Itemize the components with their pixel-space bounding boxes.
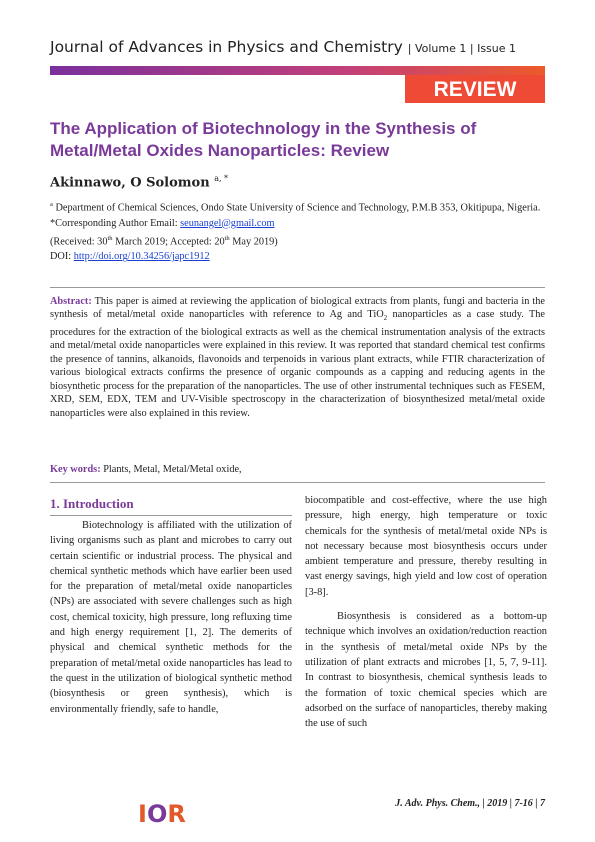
volume: Volume 1 [414,42,467,55]
sup: th [107,234,113,242]
author-marks: a, * [214,174,229,183]
logo-letter: R [167,800,186,828]
abstract-label: Abstract: [50,296,92,307]
affiliation-mark: a [50,201,53,208]
affiliation-block: a Department of Chemical Sciences, Ondo … [50,197,545,265]
journal-name: Journal of Advances in Physics and Chemi… [50,38,403,56]
subscript: 2 [383,314,388,323]
header-bar [50,66,545,75]
paragraph: Biosynthesis is considered as a bottom-u… [305,611,547,730]
left-column: Biotechnology is affiliated with the uti… [50,518,292,726]
keywords: Key words: Plants, Metal, Metal/Metal ox… [50,464,545,475]
author-name: Akinnawo, O Solomon [50,175,210,191]
article-title: The Application of Biotechnology in the … [50,119,477,160]
right-column: biocompatible and cost-effective, where … [305,493,547,740]
abstract: Abstract: This paper is aimed at reviewi… [50,295,545,420]
rule [50,482,545,483]
abstract-text: nanoparticles as a case study. The proce… [50,309,546,419]
text: May 2019) [229,236,278,248]
received-line: (Received: 30th March 2019; Accepted: 20… [50,231,545,250]
author: Akinnawo, O Solomon a, * [50,174,228,190]
email-label: *Corresponding Author Email: [50,217,178,229]
text: (Received: 30 [50,236,108,248]
email-line: *Corresponding Author Email: seunangel@g… [50,216,545,231]
abstract-text: This paper is aimed at reviewing the app… [50,296,546,321]
paragraph: biocompatible and cost-effective, where … [305,495,547,598]
affiliation: Department of Chemical Sciences, Ondo St… [55,202,541,214]
section-heading: 1. Introduction [50,496,292,516]
email-link[interactable]: seunangel@gmail.com [180,217,275,229]
footer-citation: J. Adv. Phys. Chem., | 2019 | 7-16 | 7 [395,798,545,809]
issue: Issue 1 [477,42,517,55]
sup: th [224,234,230,242]
text: March 2019; Accepted: 20 [112,236,225,248]
journal-header: Journal of Advances in Physics and Chemi… [50,38,517,56]
keywords-label: Key words: [50,464,101,475]
banner: REVIEW [405,75,545,103]
keywords-text: Plants, Metal, Metal/Metal oxide, [103,464,242,475]
paragraph: Biotechnology is affiliated with the uti… [50,520,292,715]
logo-letter: I [138,800,147,828]
doi-link[interactable]: http://doi.org/10.34256/japc1912 [73,251,210,263]
doi-label: DOI: [50,251,72,263]
publisher-logo: IOR [138,800,186,828]
affiliation-line: a Department of Chemical Sciences, Ondo … [50,197,545,216]
doi-line: DOI: http://doi.org/10.34256/japc1912 [50,249,545,264]
rule [50,287,545,288]
logo-letter: O [146,800,168,828]
